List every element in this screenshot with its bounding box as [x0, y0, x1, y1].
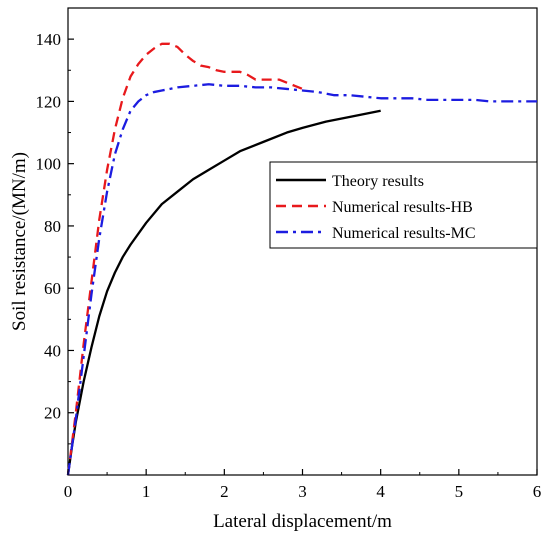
x-axis-label: Lateral displacement/m	[213, 511, 392, 532]
series-hb	[66, 42, 303, 476]
x-tick-label: 1	[142, 482, 151, 501]
x-tick-label: 0	[64, 482, 73, 501]
y-tick-label: 60	[44, 279, 61, 298]
y-tick-label: 20	[44, 404, 61, 423]
y-tick-label: 40	[44, 341, 61, 360]
y-tick-label: 100	[36, 155, 62, 174]
legend-label-theory: Theory results	[332, 173, 424, 190]
x-tick-label: 4	[376, 482, 385, 501]
y-axis-label: Soil resistance/(MN/m)	[9, 152, 30, 331]
x-tick-label: 5	[455, 482, 464, 501]
legend-label-mc: Numerical results-MC	[332, 225, 476, 242]
y-tick-label: 120	[36, 92, 62, 111]
y-tick-label: 80	[44, 217, 61, 236]
series-mc	[66, 83, 537, 476]
legend-label-hb: Numerical results-HB	[332, 199, 473, 216]
x-tick-label: 2	[220, 482, 229, 501]
legend-box	[269, 161, 538, 249]
x-axis: 0 1 2 3 4 5 6	[64, 469, 542, 501]
series-layer	[66, 42, 537, 476]
legend: Theory results Numerical results-HB Nume…	[269, 161, 538, 249]
x-tick-label: 3	[298, 482, 307, 501]
y-tick-label: 140	[36, 30, 62, 49]
y-axis: 20 40 60 80 100 120 140	[36, 30, 74, 445]
x-tick-label: 6	[533, 482, 542, 501]
series-theory	[66, 109, 381, 476]
